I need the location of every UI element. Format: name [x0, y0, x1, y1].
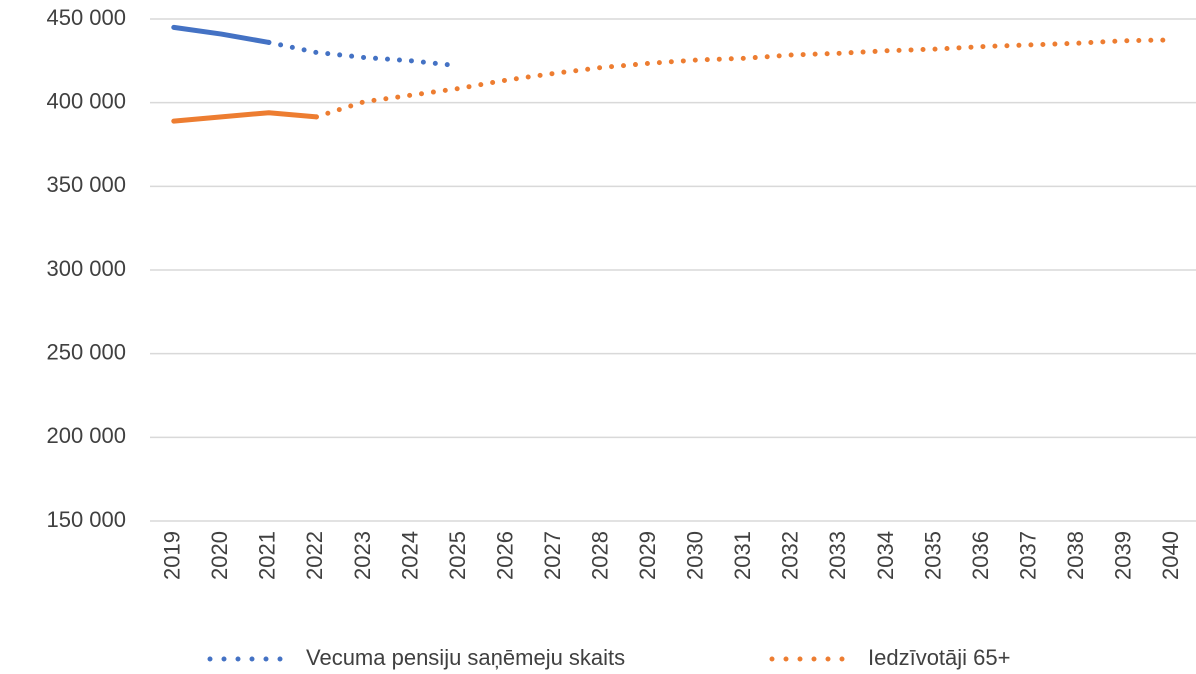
x-tick-label: 2037 [1015, 531, 1040, 580]
x-tick-label: 2019 [160, 531, 185, 580]
x-tick-label: 2033 [825, 531, 850, 580]
legend-label: Vecuma pensiju saņēmeju skaits [306, 645, 625, 670]
x-tick-label: 2030 [683, 531, 708, 580]
y-tick-label: 150 000 [46, 507, 126, 532]
projection-line [266, 39, 462, 69]
x-tick-label: 2036 [968, 531, 993, 580]
x-tick-label: 2038 [1063, 531, 1088, 580]
y-tick-label: 250 000 [46, 339, 126, 364]
x-tick-label: 2026 [492, 531, 517, 580]
legend-label: Iedzīvotāji 65+ [868, 645, 1010, 670]
y-tick-label: 350 000 [46, 172, 126, 197]
x-tick-label: 2025 [445, 531, 470, 580]
actual-line [171, 110, 319, 124]
y-tick-label: 200 000 [46, 423, 126, 448]
projection-line [313, 37, 1175, 120]
x-tick-label: 2027 [540, 531, 565, 580]
y-tick-label: 450 000 [46, 5, 126, 30]
y-tick-label: 300 000 [46, 256, 126, 281]
x-tick-label: 2022 [302, 531, 327, 580]
x-tick-label: 2023 [350, 531, 375, 580]
x-tick-label: 2020 [207, 531, 232, 580]
y-tick-label: 400 000 [46, 88, 126, 113]
actual-line [171, 24, 272, 45]
x-tick-label: 2031 [730, 531, 755, 580]
x-tick-label: 2024 [397, 531, 422, 580]
x-tick-label: 2028 [587, 531, 612, 580]
x-tick-label: 2040 [1158, 531, 1183, 580]
x-tick-label: 2034 [873, 531, 898, 580]
x-tick-label: 2035 [920, 531, 945, 580]
x-tick-label: 2029 [635, 531, 660, 580]
x-tick-label: 2039 [1110, 531, 1135, 580]
x-tick-label: 2021 [255, 531, 280, 580]
x-tick-label: 2032 [778, 531, 803, 580]
